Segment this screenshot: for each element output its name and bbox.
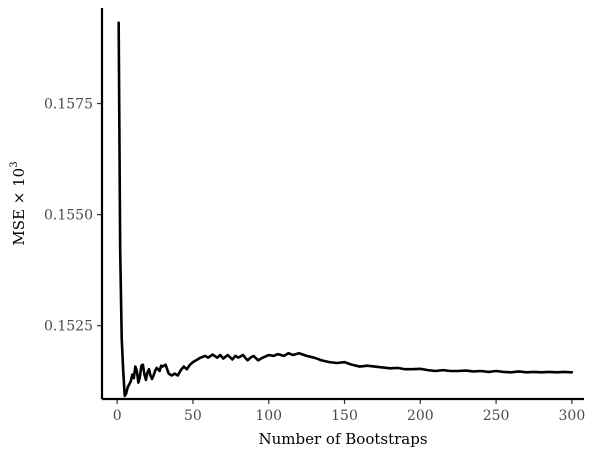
y-axis-title-superscript: 3 [9,161,20,167]
x-tick-label: 300 [559,408,586,424]
x-axis-title: Number of Bootstraps [258,430,427,448]
y-axis-title: MSE × 103 [9,161,28,245]
mse-series-line [117,21,574,398]
y-tick-label: 0.1525 [44,319,93,335]
x-tick-label: 150 [331,408,358,424]
y-tick-label: 0.1550 [44,208,93,224]
x-tick-label: 200 [407,408,434,424]
x-tick-label: 50 [184,408,202,424]
x-tick-label: 250 [483,408,510,424]
y-axis-ticks: 0.1525 0.1550 0.1575 [44,97,102,335]
x-axis-ticks: 0 50 100 150 200 250 300 [113,399,586,424]
x-tick-label: 0 [113,408,122,424]
x-tick-label: 100 [255,408,282,424]
y-axis-title-main: MSE × 10 [10,168,28,246]
y-tick-label: 0.1575 [44,97,93,113]
